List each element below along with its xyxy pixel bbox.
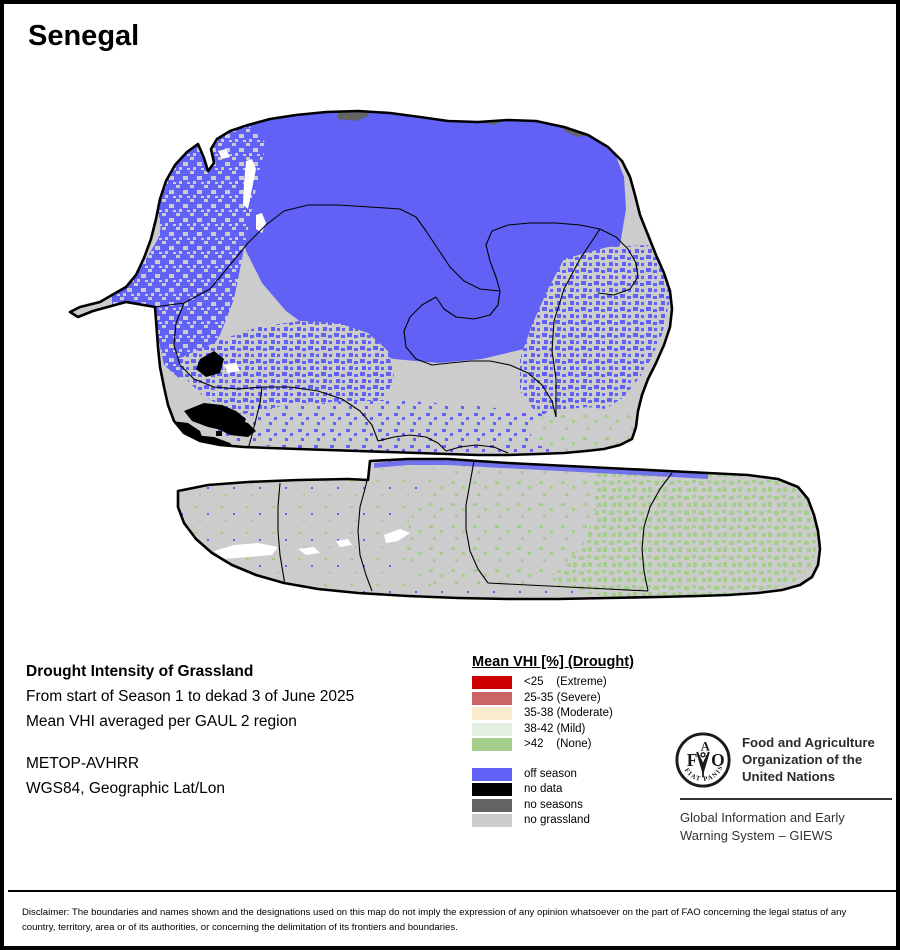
giews-line1: Global Information and Early (680, 810, 845, 825)
fao-divider (680, 798, 892, 800)
giews-block: Global Information and Early Warning Sys… (680, 809, 894, 845)
legend-label-moderate: 35-38 (Moderate) (524, 707, 613, 719)
disclaimer-text: Disclaimer: The boundaries and names sho… (22, 907, 847, 933)
fao-branding: F A O FIAT PANIS Food and Agriculture Or… (674, 731, 894, 845)
legend-item-no-grassland[interactable]: no grassland (472, 813, 682, 828)
legend-item-mild[interactable]: 38-42 (Mild) (472, 722, 682, 737)
legend-item-no-seasons[interactable]: no seasons (472, 798, 682, 813)
fao-organization-name: Food and Agriculture Organization of the… (742, 731, 875, 785)
legend-label-no-grassland: no grassland (524, 814, 590, 826)
page-title: Senegal (28, 20, 140, 52)
caption-projection: WGS84, Geographic Lat/Lon (26, 780, 226, 797)
fao-org-line2: Organization of the (742, 752, 863, 767)
legend-swatch-moderate (472, 707, 512, 720)
senegal-map[interactable] (8, 59, 896, 639)
legend-swatch-no-data (472, 783, 512, 796)
caption-sensor: METOP-AVHRR (26, 755, 140, 772)
legend-label-extreme: <25 (Extreme) (524, 676, 607, 688)
map-caption: Drought Intensity of Grassland From star… (26, 659, 456, 801)
svg-text:F: F (687, 750, 698, 770)
legend-swatch-no-grassland (472, 814, 512, 827)
legend-item-off-season[interactable]: off season (472, 767, 682, 782)
svg-text:A: A (701, 740, 711, 754)
legend-label-no-data: no data (524, 783, 563, 795)
fao-org-line1: Food and Agriculture (742, 735, 875, 750)
legend-title: Mean VHI [%] (Drought) (472, 654, 634, 670)
legend-swatch-none (472, 738, 512, 751)
fao-logo-icon: F A O FIAT PANIS (675, 732, 731, 788)
south-senegal-region[interactable] (158, 449, 838, 619)
legend-item-extreme[interactable]: <25 (Extreme) (472, 675, 682, 690)
legend-swatch-off-season (472, 767, 512, 781)
fao-org-line3: United Nations (742, 769, 836, 784)
caption-period: From start of Season 1 to dekad 3 of Jun… (26, 688, 355, 705)
north-senegal-region[interactable] (58, 99, 708, 491)
legend-label-no-seasons: no seasons (524, 798, 583, 811)
legend-swatch-no-seasons (472, 798, 512, 812)
giews-line2: Warning System – GIEWS (680, 828, 833, 843)
legend-label-off-season: off season (524, 767, 577, 780)
legend-label-severe: 25-35 (Severe) (524, 691, 601, 704)
caption-aggregation: Mean VHI averaged per GAUL 2 region (26, 713, 297, 730)
legend-swatch-extreme (472, 676, 512, 689)
legend-item-moderate[interactable]: 35-38 (Moderate) (472, 706, 682, 721)
senegal-north-outline (68, 109, 674, 457)
senegal-south-outline (176, 457, 822, 601)
legend-label-mild: 38-42 (Mild) (524, 722, 586, 735)
svg-text:O: O (711, 750, 725, 770)
legend-item-severe[interactable]: 25-35 (Severe) (472, 691, 682, 706)
caption-spacer (26, 734, 456, 751)
legend-swatch-severe (472, 691, 512, 705)
legend-label-none: >42 (None) (524, 738, 592, 750)
caption-heading: Drought Intensity of Grassland (26, 663, 254, 680)
legend-swatch-mild (472, 722, 512, 736)
legend-spacer (472, 753, 682, 767)
map-canvas[interactable] (8, 59, 896, 639)
disclaimer-divider (8, 890, 896, 892)
map-legend: Mean VHI [%] (Drought) <25 (Extreme) 25-… (472, 654, 682, 829)
legend-item-none[interactable]: >42 (None) (472, 737, 682, 752)
legend-item-no-data[interactable]: no data (472, 782, 682, 797)
